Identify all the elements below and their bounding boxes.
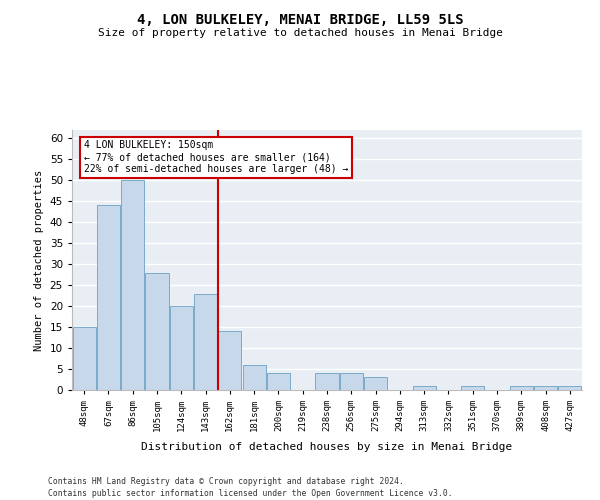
Bar xyxy=(534,386,557,390)
Bar xyxy=(413,386,436,390)
Bar xyxy=(194,294,217,390)
Bar xyxy=(461,386,484,390)
Text: Contains public sector information licensed under the Open Government Licence v3: Contains public sector information licen… xyxy=(48,489,452,498)
Bar xyxy=(364,378,387,390)
Bar xyxy=(121,180,144,390)
Bar xyxy=(340,373,363,390)
Text: Contains HM Land Registry data © Crown copyright and database right 2024.: Contains HM Land Registry data © Crown c… xyxy=(48,478,404,486)
Y-axis label: Number of detached properties: Number of detached properties xyxy=(34,170,44,350)
Bar xyxy=(267,373,290,390)
Text: 4, LON BULKELEY, MENAI BRIDGE, LL59 5LS: 4, LON BULKELEY, MENAI BRIDGE, LL59 5LS xyxy=(137,12,463,26)
Text: 4 LON BULKELEY: 150sqm
← 77% of detached houses are smaller (164)
22% of semi-de: 4 LON BULKELEY: 150sqm ← 77% of detached… xyxy=(84,140,349,173)
Bar xyxy=(316,373,338,390)
Bar xyxy=(170,306,193,390)
Bar xyxy=(145,272,169,390)
Bar xyxy=(242,365,266,390)
Bar xyxy=(510,386,533,390)
Bar xyxy=(218,332,241,390)
Bar xyxy=(73,327,95,390)
Text: Distribution of detached houses by size in Menai Bridge: Distribution of detached houses by size … xyxy=(142,442,512,452)
Bar xyxy=(559,386,581,390)
Text: Size of property relative to detached houses in Menai Bridge: Size of property relative to detached ho… xyxy=(97,28,503,38)
Bar xyxy=(97,206,120,390)
